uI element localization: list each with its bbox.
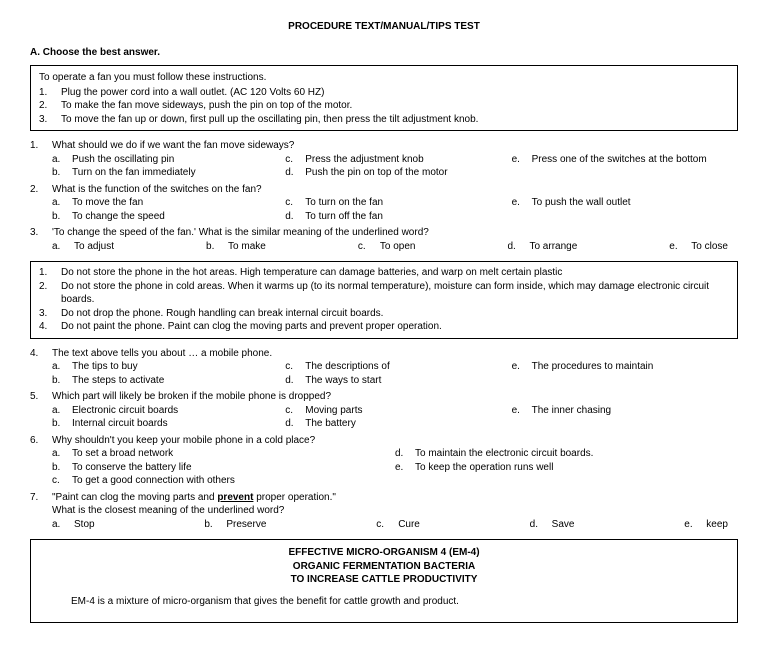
q3-opt-e: e.To close <box>669 240 728 254</box>
passage-2-line-1: 1.Do not store the phone in the hot area… <box>39 266 729 280</box>
q7-quote-pre: "Paint can clog the moving parts and <box>52 492 217 503</box>
q1-opt-d: d.Push the pin on top of the motor <box>285 166 511 180</box>
q2-text: What is the function of the switches on … <box>52 183 738 197</box>
q5-opt-c: c.Moving parts <box>285 404 511 418</box>
passage-2-l4-text: Do not paint the phone. Paint can clog t… <box>61 320 729 334</box>
question-6: 6. Why shouldn't you keep your mobile ph… <box>30 434 738 448</box>
question-7: 7. "Paint can clog the moving parts and … <box>30 491 738 518</box>
q3-opt-c: c.To open <box>358 240 416 254</box>
q6-opt-e: e.To keep the operation runs well <box>395 461 738 475</box>
q7-underlined: prevent <box>217 492 253 503</box>
q3-opt-b: b.To make <box>206 240 266 254</box>
q5-opt-b: b.Internal circuit boards <box>52 417 285 431</box>
q7-opt-e: e.keep <box>684 518 728 532</box>
passage-2-l2-text: Do not store the phone in cold areas. Wh… <box>61 280 729 307</box>
q5-opt-a: a.Electronic circuit boards <box>52 404 285 418</box>
q6-text: Why shouldn't you keep your mobile phone… <box>52 434 738 448</box>
page-title: PROCEDURE TEXT/MANUAL/TIPS TEST <box>30 20 738 34</box>
q6-opt-d: d.To maintain the electronic circuit boa… <box>395 447 738 461</box>
passage-1-line-3: 3.To move the fan up or down, first pull… <box>39 113 729 127</box>
q6-opt-c: c.To get a good connection with others <box>52 474 395 488</box>
q3-opt-a: a.To adjust <box>52 240 114 254</box>
q5-opt-d: d.The battery <box>285 417 511 431</box>
passage-1-l2-text: To make the fan move sideways, push the … <box>61 99 729 113</box>
q4-opt-c: c.The descriptions of <box>285 360 511 374</box>
passage-2-line-2: 2.Do not store the phone in cold areas. … <box>39 280 729 307</box>
passage-1-box: To operate a fan you must follow these i… <box>30 65 738 131</box>
q7-quote-post: proper operation." <box>253 492 336 503</box>
q6-number: 6. <box>30 434 52 448</box>
passage-3-title-2: ORGANIC FERMENTATION BACTERIA <box>71 560 697 574</box>
q4-opt-e: e.The procedures to maintain <box>512 360 738 374</box>
q7-number: 7. <box>30 491 52 518</box>
passage-1-intro: To operate a fan you must follow these i… <box>39 71 729 85</box>
q2-opt-c: c.To turn on the fan <box>285 196 511 210</box>
q7-opt-b: b.Preserve <box>204 518 266 532</box>
q2-opt-a: a.To move the fan <box>52 196 285 210</box>
q5-opt-e: e.The inner chasing <box>512 404 738 418</box>
q4-options: a.The tips to buy c.The descriptions of … <box>52 360 738 387</box>
passage-3-title-1: EFFECTIVE MICRO-ORGANISM 4 (EM-4) <box>71 546 697 560</box>
q4-opt-b: b.The steps to activate <box>52 374 285 388</box>
q6-opt-b: b.To conserve the battery life <box>52 461 395 475</box>
passage-2-box: 1.Do not store the phone in the hot area… <box>30 261 738 339</box>
q5-options: a.Electronic circuit boards c.Moving par… <box>52 404 738 431</box>
q7-options: a.Stop b.Preserve c.Cure d.Save e.keep <box>52 518 738 532</box>
q4-number: 4. <box>30 347 52 361</box>
q7-opt-a: a.Stop <box>52 518 95 532</box>
q3-opt-d: d.To arrange <box>507 240 577 254</box>
q6-options: a.To set a broad network d.To maintain t… <box>52 447 738 488</box>
passage-2-l1-text: Do not store the phone in the hot areas.… <box>61 266 729 280</box>
passage-3-box: EFFECTIVE MICRO-ORGANISM 4 (EM-4) ORGANI… <box>30 539 738 623</box>
q1-opt-b: b.Turn on the fan immediately <box>52 166 285 180</box>
q2-opt-d: d.To turn off the fan <box>285 210 511 224</box>
passage-3-body: EM-4 is a mixture of micro-organism that… <box>71 595 697 609</box>
passage-1-line-2: 2.To make the fan move sideways, push th… <box>39 99 729 113</box>
q1-number: 1. <box>30 139 52 153</box>
q7-text: "Paint can clog the moving parts and pre… <box>52 491 738 518</box>
q3-number: 3. <box>30 226 52 240</box>
q3-options: a.To adjust b.To make c.To open d.To arr… <box>52 240 738 254</box>
q1-opt-c: c.Press the adjustment knob <box>285 153 511 167</box>
q7-opt-d: d.Save <box>530 518 575 532</box>
q4-opt-d: d.The ways to start <box>285 374 511 388</box>
q1-opt-e: e.Press one of the switches at the botto… <box>512 153 738 167</box>
passage-2-line-4: 4.Do not paint the phone. Paint can clog… <box>39 320 729 334</box>
q6-opt-a: a.To set a broad network <box>52 447 395 461</box>
passage-1-line-1: 1.Plug the power cord into a wall outlet… <box>39 86 729 100</box>
question-3: 3. 'To change the speed of the fan.' Wha… <box>30 226 738 240</box>
q5-number: 5. <box>30 390 52 404</box>
q2-number: 2. <box>30 183 52 197</box>
question-4: 4. The text above tells you about … a mo… <box>30 347 738 361</box>
passage-3-title-3: TO INCREASE CATTLE PRODUCTIVITY <box>71 573 697 587</box>
passage-1-l3-text: To move the fan up or down, first pull u… <box>61 113 729 127</box>
q5-text: Which part will likely be broken if the … <box>52 390 738 404</box>
q2-opt-e: e.To push the wall outlet <box>512 196 738 210</box>
q1-options: a.Push the oscillating pin c.Press the a… <box>52 153 738 180</box>
q2-opt-b: b.To change the speed <box>52 210 285 224</box>
q4-opt-a: a.The tips to buy <box>52 360 285 374</box>
q1-opt-a: a.Push the oscillating pin <box>52 153 285 167</box>
q7-subtext: What is the closest meaning of the under… <box>52 505 284 516</box>
passage-1-l1-text: Plug the power cord into a wall outlet. … <box>61 86 729 100</box>
section-a-heading: A. Choose the best answer. <box>30 46 738 60</box>
question-2: 2. What is the function of the switches … <box>30 183 738 197</box>
q2-options: a.To move the fan c.To turn on the fan e… <box>52 196 738 223</box>
question-5: 5. Which part will likely be broken if t… <box>30 390 738 404</box>
passage-2-l3-text: Do not drop the phone. Rough handling ca… <box>61 307 729 321</box>
passage-2-line-3: 3.Do not drop the phone. Rough handling … <box>39 307 729 321</box>
question-1: 1. What should we do if we want the fan … <box>30 139 738 153</box>
q7-opt-c: c.Cure <box>376 518 420 532</box>
q4-text: The text above tells you about … a mobil… <box>52 347 738 361</box>
q3-text: 'To change the speed of the fan.' What i… <box>52 226 738 240</box>
q1-text: What should we do if we want the fan mov… <box>52 139 738 153</box>
